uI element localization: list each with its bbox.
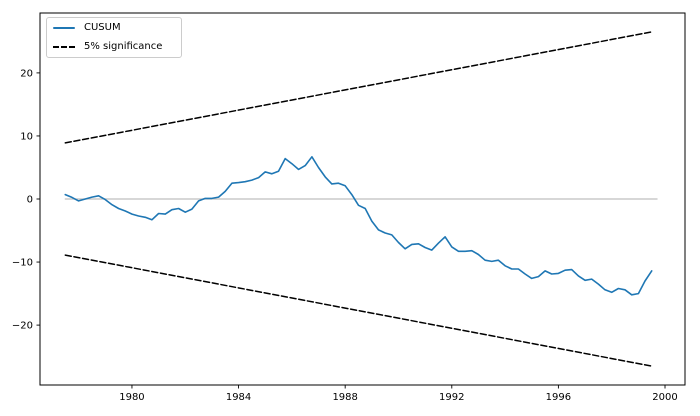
x-tick-label: 1996 [546, 392, 571, 403]
legend-significance-label: 5% significance [84, 41, 163, 52]
significance-upper-line [64, 31, 653, 144]
y-tick-label: 10 [20, 131, 33, 142]
cusum-line [64, 156, 653, 296]
cusum-line-sample-icon [53, 27, 75, 29]
significance-line-sample-icon [53, 46, 75, 48]
significance-lower-line [64, 254, 653, 367]
x-tick-label: 1988 [332, 392, 357, 403]
legend-item-cusum: CUSUM [53, 23, 173, 33]
y-tick-label: 20 [20, 68, 33, 79]
y-tick-label: 0 [27, 195, 33, 206]
y-tick-label: −10 [12, 258, 33, 269]
x-tick-label: 1980 [119, 392, 144, 403]
y-tick-label: −20 [12, 321, 33, 332]
x-tick-label: 1992 [439, 392, 464, 403]
x-tick-label: 1984 [226, 392, 251, 403]
legend-item-significance: 5% significance [53, 42, 173, 52]
x-tick-label: 2000 [652, 392, 677, 403]
legend-cusum-label: CUSUM [84, 22, 121, 33]
legend: CUSUM 5% significance [46, 17, 182, 58]
